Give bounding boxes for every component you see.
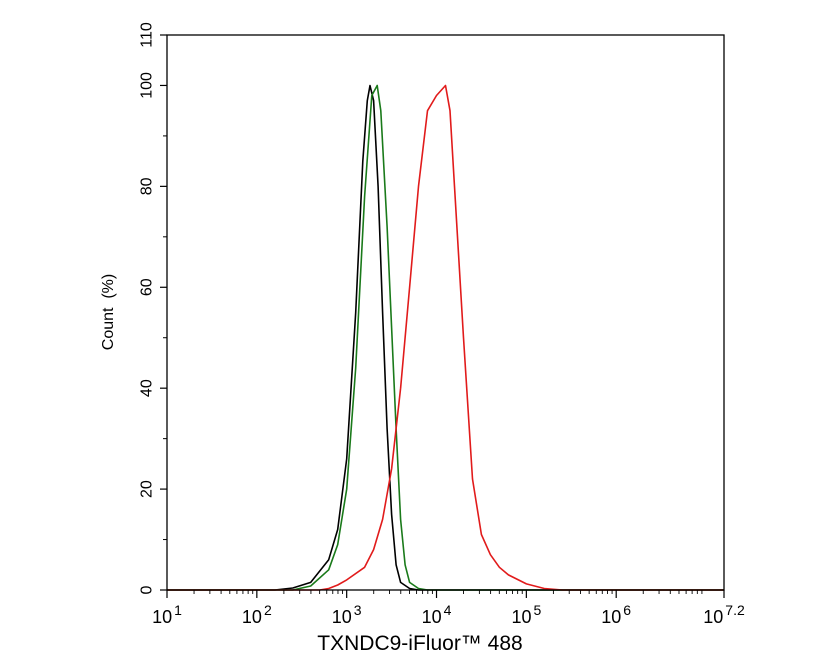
x-tick-label: 10 7.2: [703, 602, 745, 627]
y-tick-label: 100: [139, 72, 156, 99]
plot-frame: [166, 34, 725, 591]
y-tick-label: 80: [139, 177, 156, 195]
x-tick-label: 10 5: [511, 602, 541, 627]
x-axis-title: TXNDC9-iFluor™ 488: [317, 632, 522, 655]
x-tick-label: 10 2: [242, 602, 272, 627]
x-tick-label: 10 6: [601, 602, 631, 627]
series-line-2: [167, 84, 724, 591]
y-tick-label: 0: [139, 585, 156, 594]
y-axis: 0 20 40 60 80 100 110: [139, 22, 167, 594]
x-tick-label: 10 3: [332, 602, 362, 627]
series-line-3: [167, 84, 724, 591]
x-axis: 10 1 10 2 10 3 10 4 10 5 10 6 10 7.2: [152, 590, 745, 627]
series-line-1: [167, 84, 724, 591]
y-tick-label: 20: [139, 480, 156, 498]
x-tick-label: 10 1: [152, 602, 182, 627]
y-tick-label: 110: [139, 22, 156, 48]
y-axis-title: Count (%): [100, 274, 117, 350]
y-tick-label: 60: [139, 278, 156, 296]
x-tick-label: 10 4: [422, 602, 452, 627]
y-tick-label: 40: [139, 379, 156, 397]
series-layer: [167, 84, 724, 591]
